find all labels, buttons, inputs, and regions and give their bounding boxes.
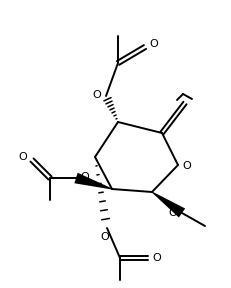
Text: O: O [81,172,89,182]
Text: O: O [101,232,109,242]
Text: O: O [93,90,101,100]
Text: O: O [19,152,27,162]
Text: O: O [153,253,161,263]
Text: O: O [169,208,177,218]
Polygon shape [74,173,112,190]
Polygon shape [152,192,185,217]
Text: O: O [183,161,191,171]
Text: O: O [150,39,158,49]
